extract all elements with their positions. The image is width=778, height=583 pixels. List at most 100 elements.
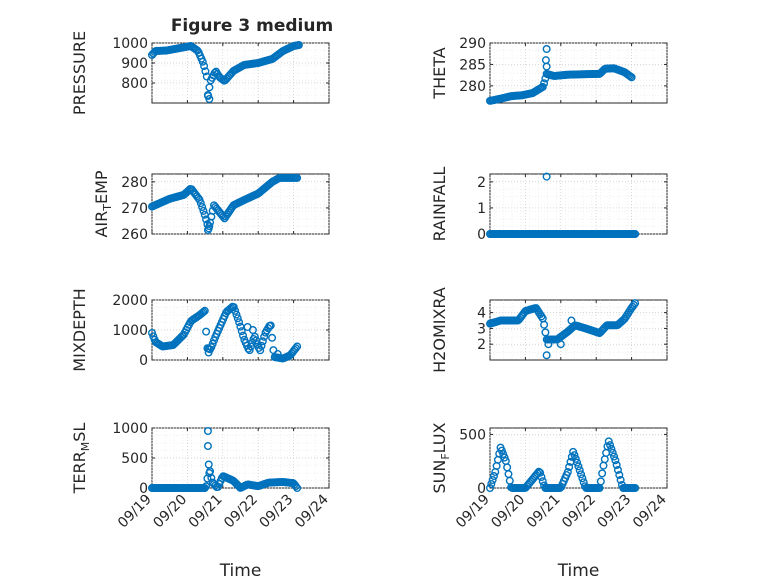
y-axis-label: PRESSURE bbox=[70, 31, 89, 115]
x-axis-label: Time bbox=[219, 561, 262, 581]
data-point bbox=[616, 475, 625, 484]
data-point bbox=[604, 437, 613, 446]
y-axis-label: MIXDEPTH bbox=[70, 288, 89, 371]
data-point bbox=[248, 326, 257, 335]
y-tick-label: 2 bbox=[477, 175, 486, 191]
y-tick-label: 290 bbox=[459, 36, 486, 52]
x-tick-label: 09/20 bbox=[150, 492, 190, 532]
data-point bbox=[542, 62, 551, 71]
y-axis-label: AIRTEMP bbox=[92, 170, 114, 237]
y-tick-label: 0 bbox=[477, 227, 486, 243]
data-point bbox=[245, 346, 254, 355]
data-point bbox=[201, 67, 210, 76]
x-tick-label: 09/20 bbox=[488, 492, 528, 532]
subplot-mixdepth: 0 1000 2000 MIXDEPTH bbox=[70, 288, 330, 372]
y-tick-label: 500 bbox=[121, 451, 148, 467]
data-point bbox=[570, 451, 579, 460]
y-axis-label: THETA bbox=[430, 47, 449, 99]
data-point bbox=[574, 462, 583, 471]
data-point bbox=[293, 342, 302, 351]
data-point bbox=[199, 307, 208, 316]
subplot-rainfall: 0 1 2 RAINFALL bbox=[430, 167, 668, 243]
y-tick-label: 1000 bbox=[112, 36, 148, 52]
data-point bbox=[231, 306, 240, 315]
data-point bbox=[538, 82, 547, 91]
data-point bbox=[541, 328, 550, 337]
subplot-pressure: 800 900 1000 PRESSURE bbox=[70, 31, 330, 115]
subplot-theta: 280 285 290 THETA bbox=[430, 36, 668, 105]
data-point bbox=[200, 61, 209, 70]
data-point bbox=[229, 303, 238, 312]
y-axis-label-rest: LUX bbox=[430, 422, 449, 453]
data-point bbox=[578, 474, 587, 483]
data-point bbox=[615, 470, 624, 479]
data-point bbox=[596, 477, 605, 486]
y-tick-label: 285 bbox=[459, 57, 486, 73]
data-point bbox=[631, 484, 640, 493]
y-tick-label: 900 bbox=[121, 56, 148, 72]
y-axis-label: H2OMIXRA bbox=[430, 287, 449, 373]
data-point bbox=[611, 456, 620, 465]
y-axis-label-subscript: F bbox=[439, 453, 452, 459]
data-point bbox=[273, 350, 282, 359]
data-point bbox=[627, 73, 636, 82]
data-point bbox=[239, 331, 248, 340]
y-axis-label-subscript: M bbox=[79, 442, 92, 452]
data-point bbox=[629, 300, 638, 309]
y-axis-label: TERRMSL bbox=[70, 423, 92, 495]
y-tick-label: 1000 bbox=[112, 421, 148, 437]
data-point bbox=[607, 444, 616, 453]
y-tick-label: 0 bbox=[477, 481, 486, 497]
data-point bbox=[565, 462, 574, 471]
y-axis-label-main: SUN bbox=[430, 460, 449, 494]
y-tick-label: 4 bbox=[477, 306, 486, 322]
subplot-h2omixra: 234 H2OMIXRA bbox=[430, 287, 668, 373]
x-tick-label: 09/22 bbox=[559, 492, 599, 532]
x-tick-label: 09/24 bbox=[630, 491, 670, 531]
data-point bbox=[540, 79, 549, 88]
subplot-airtemp: 260 270 280 AIRTEMP bbox=[92, 170, 330, 243]
data-point bbox=[293, 484, 302, 493]
y-tick-label: 280 bbox=[459, 79, 486, 95]
y-tick-label: 270 bbox=[121, 201, 148, 217]
x-tick-label: 09/21 bbox=[524, 492, 564, 532]
data-point bbox=[200, 306, 209, 315]
y-axis-label-main: THETA bbox=[430, 47, 449, 99]
data-point bbox=[198, 203, 207, 212]
data-point bbox=[631, 229, 640, 238]
x-tick-label: 09/24 bbox=[292, 491, 332, 531]
data-point bbox=[540, 320, 549, 329]
data-point bbox=[204, 348, 213, 357]
data-point bbox=[538, 477, 547, 486]
data-point bbox=[205, 222, 214, 231]
data-point bbox=[205, 469, 214, 478]
y-tick-label: 280 bbox=[121, 175, 148, 191]
data-point bbox=[233, 314, 242, 323]
y-axis-label-main: H2OMIXRA bbox=[430, 287, 449, 373]
data-point bbox=[537, 472, 546, 481]
data-point bbox=[268, 333, 277, 342]
data-point bbox=[631, 299, 640, 308]
y-axis-label: RAINFALL bbox=[430, 167, 449, 242]
x-tick-label: 09/22 bbox=[221, 492, 261, 532]
data-point bbox=[577, 470, 586, 479]
y-axis-label-rest: SL bbox=[70, 423, 89, 442]
x-tick-label: 09/19 bbox=[115, 492, 155, 532]
data-point bbox=[486, 484, 495, 493]
data-point bbox=[613, 465, 622, 474]
y-tick-label: 260 bbox=[121, 227, 148, 243]
y-axis-label-main: RAINFALL bbox=[430, 167, 449, 242]
data-point bbox=[260, 332, 269, 341]
data-point bbox=[556, 340, 565, 349]
data-point bbox=[567, 316, 576, 325]
data-point bbox=[266, 321, 275, 330]
data-point bbox=[246, 342, 255, 351]
data-point bbox=[575, 466, 584, 475]
data-point bbox=[200, 484, 209, 493]
data-point bbox=[544, 340, 553, 349]
y-tick-label: 500 bbox=[459, 427, 486, 443]
y-tick-label: 3 bbox=[477, 321, 486, 337]
data-point bbox=[608, 448, 617, 457]
